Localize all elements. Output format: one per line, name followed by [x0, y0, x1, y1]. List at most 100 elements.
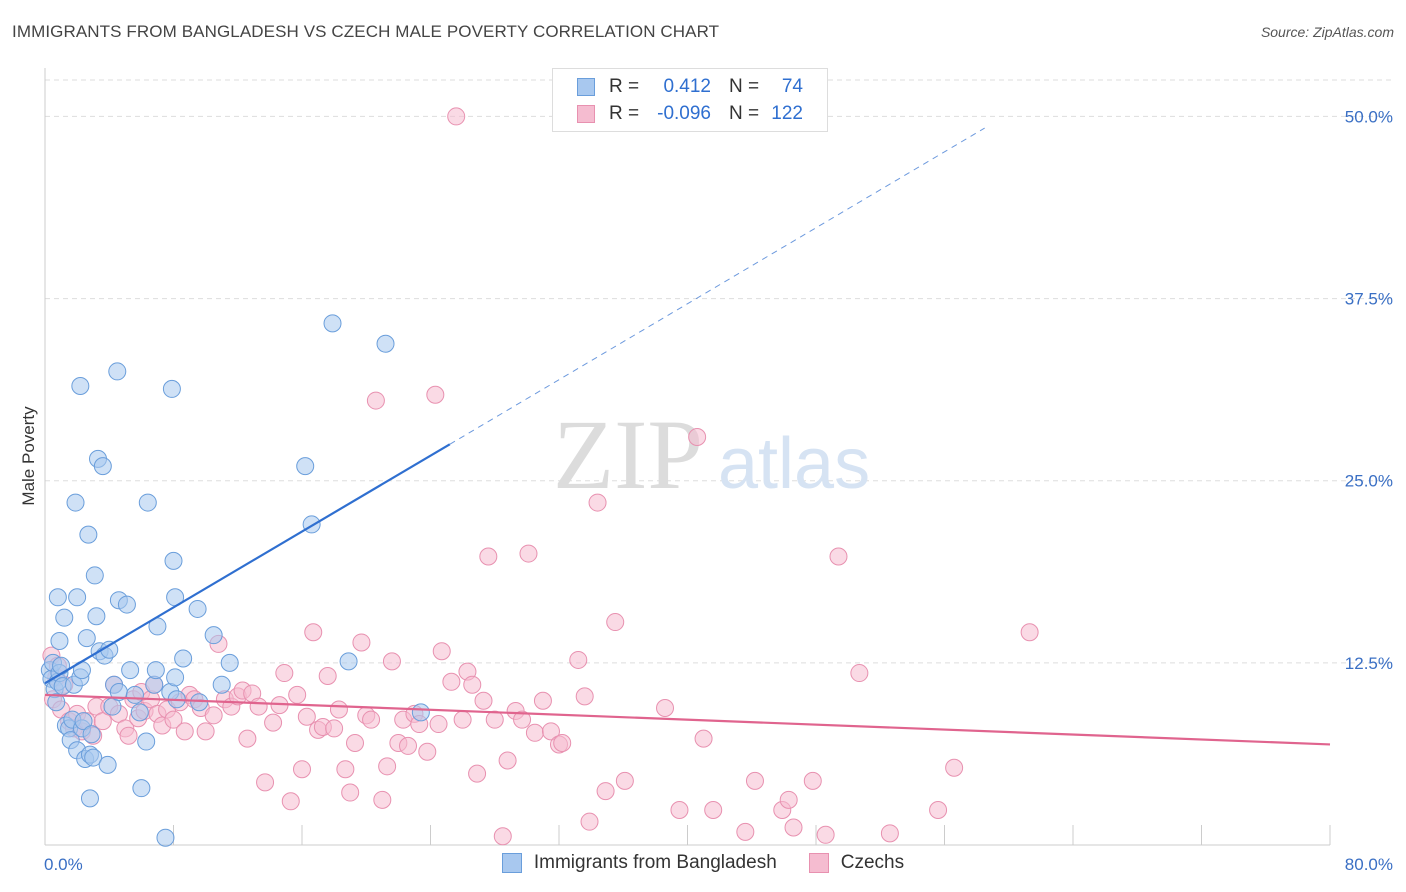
czechs-point [463, 675, 482, 694]
bangladesh-point [66, 493, 85, 512]
bangladesh-point [80, 789, 99, 808]
czechs-point [329, 700, 348, 719]
czechs-point [704, 801, 723, 820]
czechs-point [325, 719, 344, 738]
czechs-point [929, 801, 948, 820]
bangladesh-point [117, 595, 136, 614]
czechs-point [479, 547, 498, 566]
stats-legend: R = 0.412 N = 74 R = -0.096 N = 122 [552, 68, 828, 132]
czechs-point [281, 792, 300, 811]
czechs-point [615, 771, 634, 790]
bangladesh-point [125, 685, 144, 704]
czechs-points [42, 107, 1039, 846]
czechs-point [485, 710, 504, 729]
bangladesh-point [74, 712, 93, 731]
bangladesh-point [156, 828, 175, 847]
czechs-point [288, 685, 307, 704]
bangladesh-point [296, 457, 315, 476]
czechs-point [175, 722, 194, 741]
czechs-point [569, 650, 588, 669]
y-tick-label: 50.0% [1345, 107, 1393, 126]
bangladesh-point [174, 649, 193, 668]
czechs-point [784, 818, 803, 837]
bangladesh-point [411, 703, 430, 722]
legend-r-value: -0.096 [657, 103, 711, 124]
bangladesh-point [164, 551, 183, 570]
czechs-point [596, 782, 615, 801]
gridlines [45, 79, 1394, 664]
x-tick-label-max: 80.0% [1345, 855, 1393, 874]
legend-n-label: N = [729, 103, 760, 124]
czechs-point [850, 664, 869, 683]
y-tick-label: 37.5% [1345, 290, 1393, 309]
czechs-point [119, 726, 138, 745]
czechs-point [293, 760, 311, 779]
series-swatch-pink [808, 853, 829, 873]
czechs-point [468, 764, 487, 783]
czechs-point [196, 722, 215, 741]
legend-swatch-pink [577, 105, 595, 123]
bangladesh-point [48, 588, 67, 607]
bangladesh-trend-line [44, 443, 451, 685]
czechs-point [779, 790, 798, 809]
bangladesh-point [212, 675, 231, 694]
bangladesh-point [52, 656, 71, 675]
czechs-point [447, 107, 466, 126]
czechs-point [945, 758, 964, 777]
bangladesh-point [130, 703, 149, 722]
czechs-point [816, 825, 835, 844]
tick-labels: 12.5% 25.0% 37.5% 50.0% 0.0% 80.0% [44, 107, 1393, 874]
czechs-point [249, 697, 268, 716]
czechs-point [453, 710, 472, 729]
legend-r-value: 0.412 [663, 76, 711, 97]
czechs-point [426, 385, 445, 404]
czechs-point [256, 773, 275, 792]
bangladesh-point [138, 493, 157, 512]
czechs-point [541, 722, 560, 741]
legend-row-czechs: R = -0.096 N = 122 [577, 102, 803, 126]
czechs-point [432, 642, 451, 661]
czechs-point [1020, 623, 1039, 642]
czechs-point [736, 822, 755, 841]
bangladesh-point [190, 693, 209, 712]
czechs-point [513, 710, 532, 729]
czechs-point [880, 824, 899, 843]
legend-n-value: 122 [771, 103, 803, 124]
czechs-point [399, 736, 418, 755]
trend-lines [44, 127, 1331, 746]
legend-row-bangladesh: R = 0.412 N = 74 [577, 75, 803, 99]
czechs-point [318, 666, 337, 685]
bangladesh-point [132, 779, 151, 798]
czechs-point [553, 734, 572, 752]
czechs-point [362, 710, 381, 729]
czechs-point [688, 428, 707, 446]
czechs-point [204, 706, 223, 725]
czechs-point [378, 757, 397, 776]
bangladesh-point [146, 661, 165, 680]
bangladesh-point [166, 668, 185, 687]
czechs-point [588, 493, 607, 512]
series-legend-czechs: Czechs [808, 852, 905, 874]
bangladesh-trend-extension [449, 127, 985, 445]
czechs-trend-line [44, 693, 1331, 746]
czechs-point [525, 723, 544, 742]
bangladesh-point [84, 748, 103, 767]
czechs-point [745, 771, 764, 790]
czechs-point [297, 707, 316, 726]
czechs-point [164, 710, 183, 729]
czechs-point [442, 672, 461, 691]
bangladesh-point [68, 588, 87, 607]
series-label-czechs: Czechs [840, 852, 905, 873]
watermark: ZIP atlas [553, 399, 870, 510]
bangladesh-point [82, 725, 101, 744]
series-label-bangladesh: Immigrants from Bangladesh [533, 852, 777, 873]
czechs-point [418, 742, 437, 761]
bangladesh-point [47, 693, 66, 712]
legend-r-label: R = [609, 103, 640, 124]
czechs-point [575, 687, 594, 706]
legend-swatch-blue [577, 78, 595, 96]
y-axis-label: Male Poverty [19, 406, 38, 506]
czechs-point [429, 715, 448, 734]
czechs-point [493, 827, 512, 846]
